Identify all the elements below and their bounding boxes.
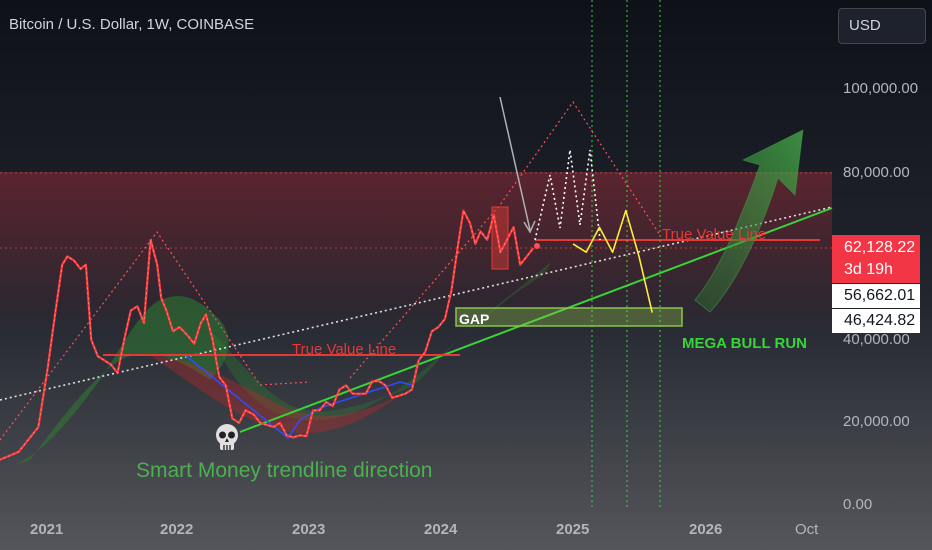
blue-channel-lines [184,354,413,440]
pointer-arrow [499,96,531,231]
y-tick-0: 0.00 [843,496,873,513]
gap-label: GAP [459,311,490,327]
x-tick-oct: Oct [795,521,819,538]
red-zone-band [0,172,832,332]
series-layer [0,209,653,461]
cycle-2021-dotted [0,230,311,441]
last-price-value: 62,128.22 [844,239,916,256]
x-tick-2021: 2021 [30,521,64,538]
true-value-label-1: True Value Line [292,341,397,358]
mega-bull-arrow [694,129,804,313]
bar-countdown: 3d 19h [844,261,893,278]
currency-button[interactable]: USD [838,8,926,44]
red-cloud [150,355,400,434]
price-tag-3: 46,424.82 [832,309,920,333]
pointer-arrowhead [523,220,536,234]
x-tick-2024: 2024 [424,521,458,538]
future-projection-dotted [534,149,601,241]
forecast-series [572,209,653,313]
symbol-title: Bitcoin / U.S. Dollar, 1W, COINBASE [9,16,255,33]
y-tick-100000: 100,000.00 [843,80,919,97]
true-value-label-2: True Value Line [662,226,767,243]
y-tick-40000: 40,000.00 [843,331,910,348]
gap-zone [455,307,683,327]
smart-money-label: Smart Money trendline direction [136,459,433,482]
x-tick-2025: 2025 [556,521,590,538]
price-overlay-dotted [0,209,534,461]
mega-bull-label: MEGA BULL RUN [682,335,807,352]
btc-price-series [0,209,535,461]
y-tick-80000: 80,000.00 [843,164,910,181]
last-price-dot [534,243,540,249]
x-tick-2023: 2023 [292,521,326,538]
skull-icon [213,423,241,453]
price-tag-2: 56,662.01 [832,284,920,308]
smart-money-cloud-1 [0,296,229,470]
x-tick-2026: 2026 [689,521,723,538]
y-tick-20000: 20,000.00 [843,413,910,430]
last-price-tag: 62,128.22 3d 19h [832,235,920,283]
x-tick-2022: 2022 [160,521,194,538]
